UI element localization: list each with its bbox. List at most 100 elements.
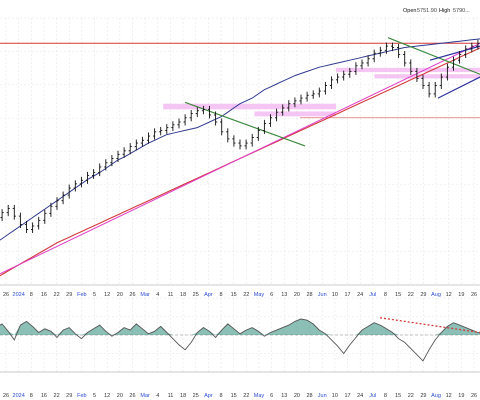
x-tick-label: 4	[156, 292, 159, 298]
x-tick-label: 19	[458, 292, 464, 298]
indicator-x-tick-label: 19	[458, 393, 464, 399]
x-tick-label: 20	[294, 292, 300, 298]
indicator-x-tick-label: 22	[408, 393, 414, 399]
indicator-x-axis: 26 2024 8 16 22 29 Feb 5 12 20 26 Mar 4 11 18 25 Apr 8 15 2…	[3, 393, 477, 399]
x-tick-label: 20	[117, 292, 123, 298]
highlight-band	[374, 74, 480, 79]
x-tick-label: 13	[281, 292, 287, 298]
x-tick-label: May	[254, 292, 265, 298]
indicator-x-tick-label: 12	[446, 393, 452, 399]
high-label: High	[439, 8, 450, 14]
indicator-x-tick-label: 26	[471, 393, 477, 399]
x-tick-label: 8	[219, 292, 222, 298]
x-tick-label: 10	[332, 292, 338, 298]
x-tick-label: 29	[420, 292, 426, 298]
x-tick-label: Jun	[318, 292, 327, 298]
indicator-x-tick-label: Feb	[77, 393, 86, 399]
x-tick-label: 12	[446, 292, 452, 298]
triangle-lower	[437, 76, 480, 99]
indicator-line	[0, 318, 480, 362]
indicator-x-tick-label: 24	[357, 393, 363, 399]
indicator-x-tick-label: 29	[66, 393, 72, 399]
indicator-x-tick-label: 12	[104, 393, 110, 399]
indicator-x-tick-label: 22	[243, 393, 249, 399]
indicator-x-tick-label: 8	[219, 393, 222, 399]
highlight-bands	[163, 67, 480, 117]
indicator-x-tick-label: 6	[270, 393, 273, 399]
indicator-x-tick-label: Aug	[431, 393, 441, 399]
x-tick-label: Aug	[431, 292, 441, 298]
indicator-trendline	[379, 317, 480, 334]
x-tick-label: 15	[231, 292, 237, 298]
ohlc-header: Open 5751.90 High 5790...	[403, 8, 470, 14]
indicator-x-tick-label: May	[254, 393, 265, 399]
indicator-x-tick-label: 4	[156, 393, 159, 399]
indicator-x-tick-label: 16	[41, 393, 47, 399]
highlight-band	[254, 111, 336, 117]
x-tick-label: 17	[344, 292, 350, 298]
x-tick-label: 25	[193, 292, 199, 298]
indicator-x-tick-label: 22	[54, 393, 60, 399]
x-tick-label: 26	[129, 292, 135, 298]
indicator-x-tick-label: 17	[344, 393, 350, 399]
x-tick-label: 8	[384, 292, 387, 298]
x-tick-label: 11	[168, 292, 174, 298]
indicator-x-tick-label: Jul	[369, 393, 376, 399]
indicator-x-tick-label: 25	[193, 393, 199, 399]
x-tick-label: 15	[395, 292, 401, 298]
x-tick-label: 22	[408, 292, 414, 298]
x-tick-label: 12	[104, 292, 110, 298]
highlight-band	[336, 67, 480, 73]
indicator-x-tick-label: 20	[117, 393, 123, 399]
x-tick-label: Mar	[140, 292, 150, 298]
indicator-x-tick-label: Mar	[140, 393, 150, 399]
ma-short-line	[0, 38, 480, 241]
indicator-x-tick-label: 28	[307, 393, 313, 399]
price-x-axis: 26 2024 8 16 22 29 Feb 5 12 20 26 Mar 4 11 18 25 Apr 8 15 2…	[3, 292, 477, 298]
highlight-band	[163, 103, 336, 110]
x-tick-label: 22	[243, 292, 249, 298]
x-tick-label: 26	[3, 292, 9, 298]
green-trendline-summer	[387, 37, 480, 75]
open-value: 5751.90	[417, 8, 437, 14]
x-tick-label: 8	[30, 292, 33, 298]
x-tick-label: 6	[270, 292, 273, 298]
x-tick-label: 16	[41, 292, 47, 298]
x-tick-label: 18	[180, 292, 186, 298]
indicator-x-tick-label: 2024	[13, 393, 25, 399]
price-overlays	[0, 37, 480, 277]
x-tick-label: 2024	[13, 292, 25, 298]
indicator-x-tick-label: 29	[420, 393, 426, 399]
x-tick-label: 26	[471, 292, 477, 298]
x-tick-label: 22	[54, 292, 60, 298]
indicator-x-tick-label: 20	[294, 393, 300, 399]
indicator-x-tick-label: Apr	[204, 393, 213, 399]
magenta-trendline	[0, 42, 480, 275]
open-label: Open	[403, 8, 416, 14]
indicator-x-tick-label: 11	[168, 393, 174, 399]
x-tick-label: 29	[66, 292, 72, 298]
indicator-x-tick-label: 15	[231, 393, 237, 399]
indicator-x-tick-label: 26	[129, 393, 135, 399]
indicator-x-tick-label: 8	[384, 393, 387, 399]
x-tick-label: 24	[357, 292, 363, 298]
indicator-series	[0, 317, 480, 362]
indicator-x-tick-label: 15	[395, 393, 401, 399]
x-tick-label: Apr	[204, 292, 213, 298]
indicator-x-tick-label: 13	[281, 393, 287, 399]
price-grid	[0, 17, 480, 286]
x-tick-label: Feb	[77, 292, 86, 298]
indicator-x-tick-label: 18	[180, 393, 186, 399]
x-tick-label: 5	[93, 292, 96, 298]
x-tick-label: 28	[307, 292, 313, 298]
indicator-x-tick-label: 8	[30, 393, 33, 399]
high-value: 5790...	[453, 8, 470, 14]
indicator-x-tick-label: 26	[3, 393, 9, 399]
indicator-x-tick-label: 10	[332, 393, 338, 399]
price-bars	[0, 39, 480, 234]
indicator-x-tick-label: 5	[93, 393, 96, 399]
x-tick-label: Jul	[369, 292, 376, 298]
